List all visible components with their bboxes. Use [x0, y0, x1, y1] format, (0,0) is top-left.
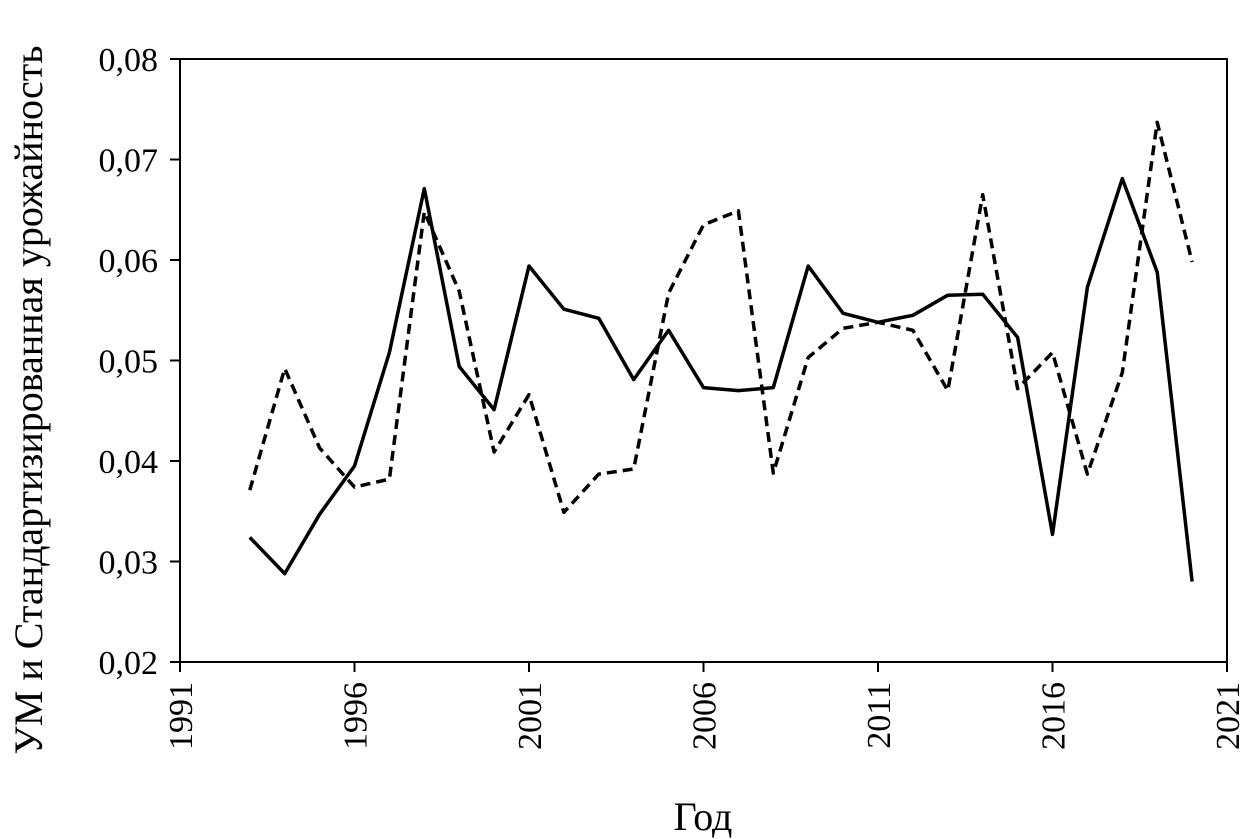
y-tick-label: 0,04 [99, 444, 159, 481]
x-tick-label: 1996 [338, 682, 375, 750]
y-tick-label: 0,07 [99, 143, 159, 180]
y-tick-label: 0,06 [99, 243, 159, 280]
y-tick-label: 0,02 [99, 645, 159, 682]
x-tick-label: 2021 [1210, 682, 1247, 750]
x-axis-ticks: 1991 1996 2001 2006 2011 2016 2021 [163, 662, 1247, 750]
x-tick-label: 2001 [512, 682, 549, 750]
y-axis-title: УМ и Стандартизированная урожайность [6, 45, 51, 754]
x-axis-title: Год [674, 794, 733, 839]
y-tick-label: 0,03 [99, 545, 159, 582]
y-tick-label: 0,08 [99, 42, 159, 79]
x-tick-label: 2016 [1036, 682, 1073, 750]
x-tick-label: 1991 [163, 682, 200, 750]
x-tick-label: 2011 [861, 682, 898, 749]
plot-frame [179, 58, 1228, 663]
y-tick-label: 0,05 [99, 344, 159, 381]
series-layer [248, 120, 1194, 582]
series-dashed-line [248, 120, 1194, 515]
y-axis-ticks: 0,02 0,03 0,04 0,05 0,06 0,07 0,08 [99, 42, 180, 682]
x-tick-label: 2006 [687, 682, 724, 750]
series-solid-line [248, 176, 1194, 582]
